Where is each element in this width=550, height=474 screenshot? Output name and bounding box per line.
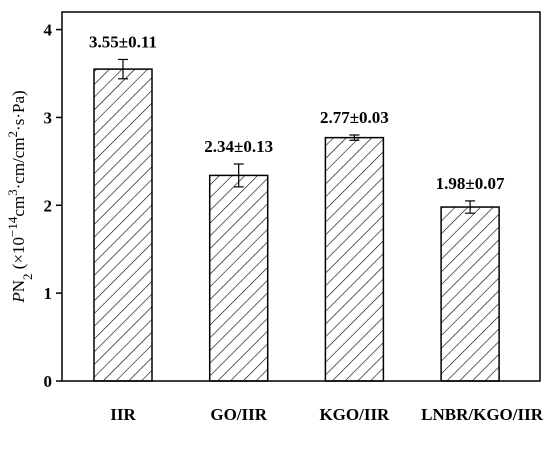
bar — [208, 174, 269, 382]
bar — [324, 136, 385, 382]
data-label: 2.77±0.03 — [320, 108, 389, 127]
bar — [93, 68, 153, 382]
error-bar — [233, 163, 244, 188]
y-axis-label-part: 3 — [5, 189, 20, 196]
y-tick-label: 2 — [44, 196, 53, 215]
y-axis-label-part: cm — [9, 196, 28, 217]
y-tick-label: 0 — [44, 372, 53, 391]
y-tick-label: 1 — [44, 284, 53, 303]
data-label: 2.34±0.13 — [204, 137, 273, 156]
y-axis-label-part: −14 — [5, 216, 20, 237]
y-tick-label: 3 — [44, 108, 53, 127]
x-tick-label: LNBR/KGO/IIR — [421, 405, 544, 424]
y-axis-label-part: 2 — [20, 273, 35, 280]
bar — [440, 206, 500, 382]
y-axis-label-part: P — [9, 292, 28, 303]
y-axis-label-part: ·cm/cm — [9, 137, 28, 189]
data-label: 1.98±0.07 — [436, 174, 505, 193]
y-axis-label: PN2 (×10−14cm3·cm/cm2·s·Pa) — [5, 90, 35, 303]
y-axis-label-part: (×10 — [9, 237, 28, 274]
plot-frame — [61, 11, 541, 382]
y-tick-label: 4 — [44, 21, 53, 40]
y-axis-label-part: ·s·Pa) — [9, 90, 28, 131]
x-tick-label: KGO/IIR — [319, 405, 390, 424]
y-axis-label-part: 2 — [5, 131, 20, 138]
error-bar — [465, 200, 476, 214]
error-bar — [118, 58, 128, 80]
data-label: 3.55±0.11 — [89, 32, 157, 51]
error-bar — [349, 134, 360, 141]
y-axis-label-part: N — [9, 280, 28, 292]
x-tick-label: IIR — [110, 405, 136, 424]
x-tick-label: GO/IIR — [210, 405, 267, 424]
